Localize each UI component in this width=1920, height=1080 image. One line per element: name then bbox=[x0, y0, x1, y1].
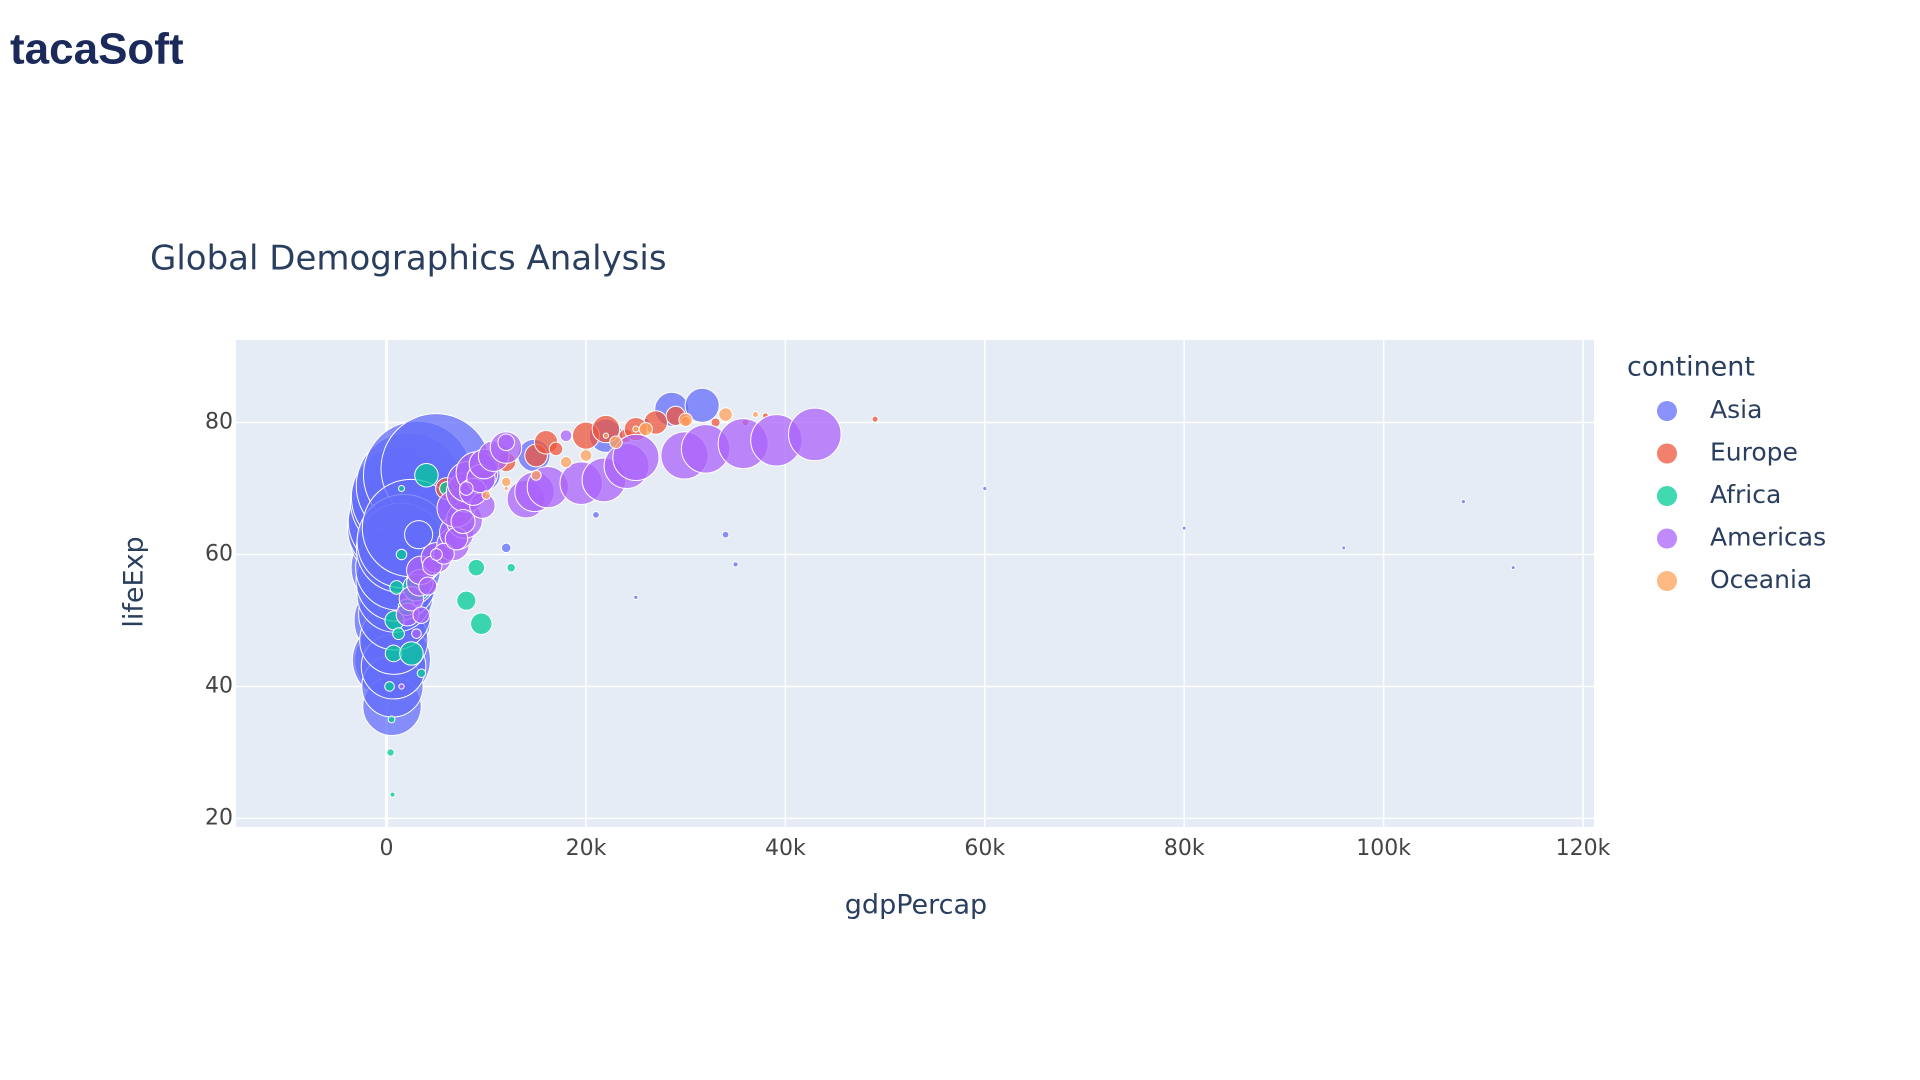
bubble bbox=[430, 548, 443, 561]
bubble bbox=[386, 748, 395, 757]
bubble bbox=[530, 469, 542, 481]
bubble bbox=[788, 407, 842, 462]
bubble bbox=[459, 481, 474, 496]
bubble bbox=[559, 429, 573, 443]
bubble bbox=[633, 594, 639, 600]
bubble bbox=[602, 432, 610, 439]
x-tick-label: 40k bbox=[765, 836, 806, 861]
bubble bbox=[500, 476, 512, 488]
bubble bbox=[684, 387, 720, 423]
legend-marker bbox=[1657, 401, 1677, 421]
bubble bbox=[592, 510, 600, 519]
legend-label: Europe bbox=[1710, 438, 1798, 467]
bubble bbox=[732, 561, 739, 568]
bubble bbox=[399, 641, 424, 666]
bubble bbox=[579, 449, 593, 462]
legend-label: Africa bbox=[1710, 480, 1781, 509]
bubble bbox=[497, 433, 515, 452]
plot-markers bbox=[346, 387, 1516, 798]
plot-area bbox=[236, 340, 1594, 827]
bubble bbox=[609, 435, 623, 450]
bubble bbox=[397, 484, 406, 493]
x-tick-label: 100k bbox=[1356, 836, 1411, 861]
legend-label: Oceania bbox=[1710, 565, 1812, 594]
bubble bbox=[503, 485, 509, 492]
legend-marker bbox=[1657, 443, 1677, 464]
legend-title: continent bbox=[1627, 352, 1755, 383]
bubble bbox=[470, 612, 493, 635]
bubble bbox=[548, 441, 564, 457]
bubble bbox=[389, 791, 396, 798]
bubble bbox=[416, 668, 427, 679]
bubble bbox=[398, 683, 405, 690]
y-tick-label: 40 bbox=[205, 673, 233, 698]
bubble bbox=[718, 407, 733, 422]
bubble bbox=[404, 520, 434, 550]
bubble bbox=[467, 558, 486, 577]
logo: tacaSoft bbox=[10, 25, 184, 74]
bubble bbox=[395, 548, 408, 561]
y-tick-label: 60 bbox=[205, 541, 233, 566]
bubble bbox=[1510, 565, 1516, 571]
x-tick-label: 0 bbox=[380, 836, 394, 861]
bubble bbox=[450, 508, 476, 534]
legend-marker bbox=[1657, 528, 1677, 549]
legend-label: Americas bbox=[1710, 523, 1826, 552]
bubble bbox=[982, 485, 988, 492]
bubble bbox=[384, 681, 395, 692]
bubble bbox=[387, 715, 396, 724]
chart-title: Global Demographics Analysis bbox=[150, 239, 667, 279]
bubble bbox=[456, 590, 477, 611]
y-axis-title: lifeExp bbox=[119, 536, 150, 627]
bubble bbox=[1181, 525, 1187, 531]
bubble bbox=[481, 490, 492, 500]
legend-marker bbox=[1657, 571, 1677, 591]
x-tick-label: 120k bbox=[1556, 836, 1611, 861]
bubble bbox=[871, 415, 879, 423]
bubble bbox=[678, 412, 693, 428]
x-tick-label: 20k bbox=[566, 836, 607, 861]
y-tick-label: 20 bbox=[205, 805, 233, 830]
bubble bbox=[638, 421, 653, 437]
bubble bbox=[1460, 499, 1467, 505]
bubble bbox=[632, 425, 640, 433]
bubble bbox=[751, 411, 759, 419]
y-tick-label: 80 bbox=[205, 409, 233, 434]
bubble bbox=[500, 542, 512, 554]
bubble bbox=[1341, 545, 1347, 551]
legend-marker bbox=[1657, 486, 1677, 506]
bubble bbox=[412, 606, 431, 624]
bubble bbox=[418, 576, 438, 596]
x-axis-title: gdpPercap bbox=[845, 890, 987, 921]
bubble bbox=[506, 562, 516, 573]
x-tick-label: 80k bbox=[1164, 836, 1205, 861]
legend-label: Asia bbox=[1710, 395, 1762, 424]
bubble bbox=[411, 628, 422, 639]
x-tick-label: 60k bbox=[964, 836, 1005, 861]
bubble bbox=[392, 627, 405, 641]
bubble bbox=[414, 463, 439, 488]
bubble bbox=[612, 433, 660, 482]
bubble bbox=[591, 414, 621, 444]
bubble bbox=[559, 455, 573, 469]
bubble bbox=[721, 530, 730, 539]
